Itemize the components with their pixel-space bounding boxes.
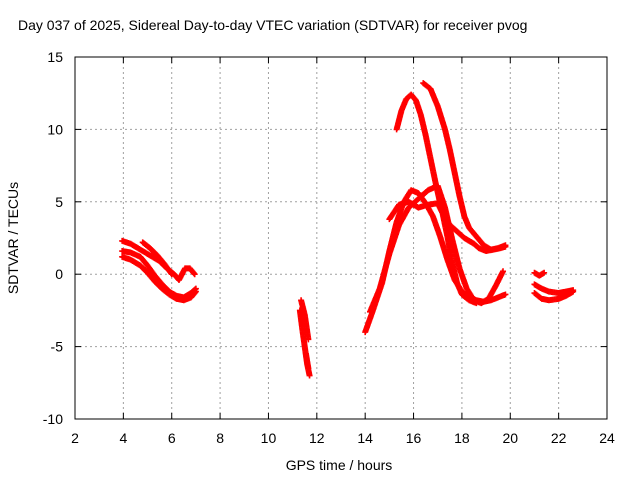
series-arc-a xyxy=(119,237,198,283)
y-tick-label: 5 xyxy=(55,194,63,210)
x-tick-label: 20 xyxy=(502,430,518,446)
y-axis-label: SDTVAR / TECUs xyxy=(5,182,21,294)
series-arc-n xyxy=(531,288,577,304)
data-point xyxy=(192,288,199,295)
data-point xyxy=(570,288,577,295)
x-tick-label: 8 xyxy=(216,430,224,446)
series-arc-o xyxy=(531,269,548,279)
y-tick-label: -5 xyxy=(51,339,64,355)
data-point xyxy=(305,336,312,343)
series-arc-l xyxy=(420,80,509,253)
x-tick-label: 2 xyxy=(71,430,79,446)
grid xyxy=(75,57,607,419)
x-tick-label: 6 xyxy=(168,430,176,446)
x-tick-label: 18 xyxy=(454,430,470,446)
data-point xyxy=(502,242,509,249)
data-points xyxy=(119,80,577,379)
data-point xyxy=(541,269,548,276)
plot-frame xyxy=(74,56,608,420)
y-tick-label: 0 xyxy=(55,266,63,282)
series-arc-h xyxy=(362,187,509,336)
data-point xyxy=(192,289,199,296)
data-point xyxy=(305,365,312,372)
chart-title: Day 037 of 2025, Sidereal Day-to-day VTE… xyxy=(18,17,528,33)
y-tick-label: 15 xyxy=(47,49,63,65)
series-arc-d xyxy=(139,239,175,278)
data-point xyxy=(168,271,175,278)
x-tick-label: 12 xyxy=(309,430,325,446)
data-point xyxy=(190,270,197,277)
x-tick-label: 24 xyxy=(599,430,615,446)
y-tick-label: 10 xyxy=(47,121,63,137)
data-point xyxy=(191,271,198,278)
data-point xyxy=(167,270,174,277)
series-arc-c xyxy=(119,253,199,304)
x-axis-label: GPS time / hours xyxy=(286,457,393,473)
x-tick-label: 16 xyxy=(406,430,422,446)
data-point xyxy=(502,291,509,298)
x-tick-label: 22 xyxy=(551,430,567,446)
x-tick-label: 4 xyxy=(119,430,127,446)
data-point xyxy=(306,372,313,379)
series-arc-f xyxy=(298,297,312,343)
series-arc-k xyxy=(393,91,509,255)
x-tick-label: 14 xyxy=(357,430,373,446)
x-tick-label: 10 xyxy=(261,430,277,446)
series-arc-g xyxy=(302,350,312,372)
y-tick-label: -10 xyxy=(43,411,63,427)
data-point xyxy=(473,300,480,307)
data-point xyxy=(500,268,507,275)
